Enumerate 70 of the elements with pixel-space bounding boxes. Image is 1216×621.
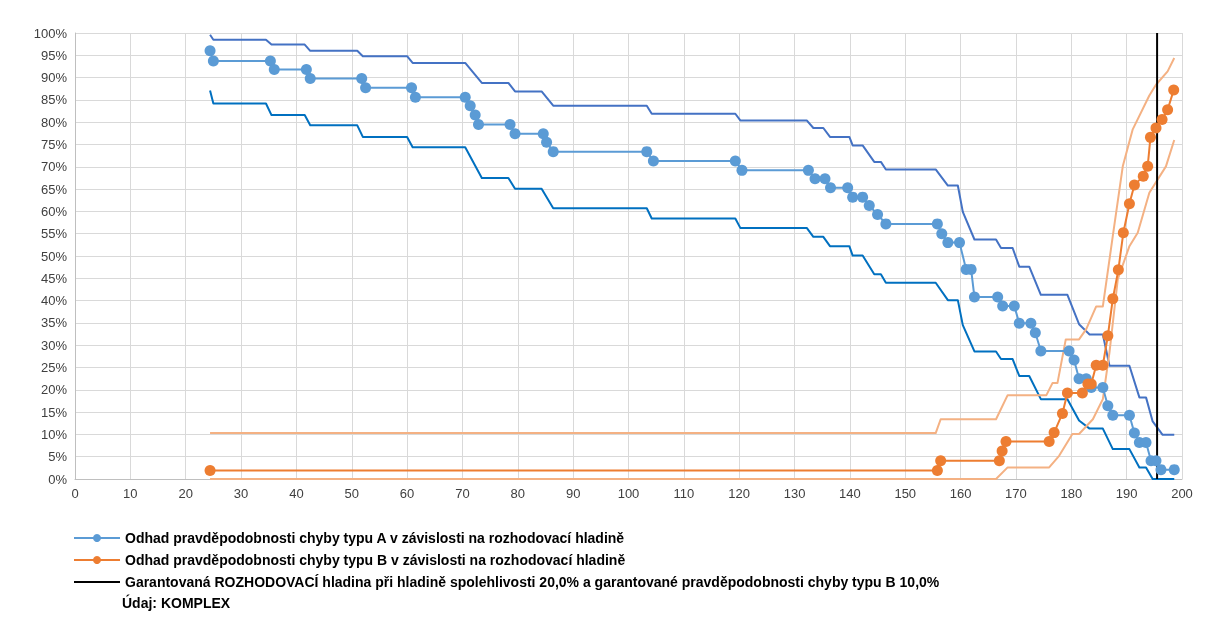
point: [1112, 264, 1124, 276]
y-tick-label: 45%: [40, 270, 68, 286]
point: [1043, 436, 1055, 448]
x-tick-label: 170: [1005, 486, 1027, 501]
x-tick-label: 20: [178, 486, 193, 501]
point: [1056, 407, 1068, 419]
legend-label: Garantovaná ROZHODOVACÍ hladina při hladině spolehlivosti 20,0% a garantované pravděpodobnosti chyby typu B 10,0%: [125, 574, 940, 590]
point: [1061, 387, 1073, 399]
point: [1000, 436, 1012, 448]
x-tick-label: 130: [783, 486, 806, 501]
x-tick-label: 70: [455, 486, 470, 501]
y-tick-label: 65%: [40, 181, 68, 197]
x-tick-label: 100: [617, 486, 640, 501]
point: [1156, 114, 1168, 126]
point: [1048, 427, 1060, 439]
text: Údaj: KOMPLEX: [122, 594, 231, 611]
point: [1107, 293, 1119, 305]
y-tick-label: 10%: [40, 426, 68, 442]
point: [1102, 330, 1114, 342]
y-tick-label: 30%: [40, 337, 68, 353]
y-tick-label: 60%: [40, 203, 68, 219]
x-tick-label: 50: [344, 486, 359, 501]
point: [1162, 104, 1174, 116]
y-tick-label: 95%: [40, 47, 68, 63]
x-tick-label: 140: [839, 486, 861, 501]
x-tick-label: 0: [71, 486, 79, 501]
x-tick-label: 120: [728, 486, 751, 501]
point: [1128, 179, 1140, 191]
x-tick-label: 190: [1115, 486, 1138, 501]
point: [931, 465, 943, 477]
y-tick-label: 80%: [40, 114, 68, 130]
x-tick-label: 60: [399, 486, 415, 501]
y-tick-label: 0%: [48, 471, 68, 487]
point: [1168, 84, 1180, 96]
y-tick-label: 100%: [33, 25, 68, 41]
legend-label: Odhad pravděpodobnosti chyby typu B v závislosti na rozhodovací hladině: [125, 552, 626, 568]
x-tick-label: 10: [123, 486, 138, 501]
y-tick-label: 75%: [40, 137, 68, 152]
y-tick-label: 15%: [40, 404, 68, 420]
x-tick-label: 80: [510, 486, 526, 501]
point: [1117, 227, 1129, 239]
y-tick-label: 55%: [40, 226, 68, 242]
x-tick-label: 150: [894, 486, 917, 501]
x-tick-label: 110: [673, 486, 695, 501]
point: [993, 455, 1005, 467]
y-tick-label: 90%: [40, 70, 68, 86]
x-tick-label: 40: [289, 486, 304, 501]
x-tick-label: 180: [1060, 486, 1083, 501]
legend-label: Odhad pravděpodobnosti chyby typu A v závislosti na rozhodovací hladině: [125, 530, 625, 546]
point: [1142, 160, 1154, 172]
y-tick-label: 20%: [40, 382, 68, 398]
point: [204, 465, 216, 477]
point: [996, 445, 1008, 457]
y-tick-label: 25%: [40, 360, 68, 375]
y-tick-label: 40%: [40, 293, 68, 309]
x-tick-label: 90: [565, 486, 581, 501]
point: [1123, 198, 1135, 210]
y-tick-label: 5%: [48, 449, 68, 465]
x-tick-label: 200: [1171, 486, 1193, 501]
x-tick-label: 160: [949, 486, 972, 501]
point: [1144, 131, 1156, 143]
y-tick-label: 35%: [40, 315, 68, 331]
y-tick-label: 85%: [40, 92, 68, 108]
y-tick-label: 70%: [40, 159, 68, 175]
y-tick-label: 50%: [40, 248, 68, 264]
point: [1076, 387, 1088, 399]
x-tick-label: 30: [233, 486, 249, 501]
point: [1137, 170, 1149, 182]
point: [935, 455, 947, 467]
point: [1150, 122, 1162, 134]
